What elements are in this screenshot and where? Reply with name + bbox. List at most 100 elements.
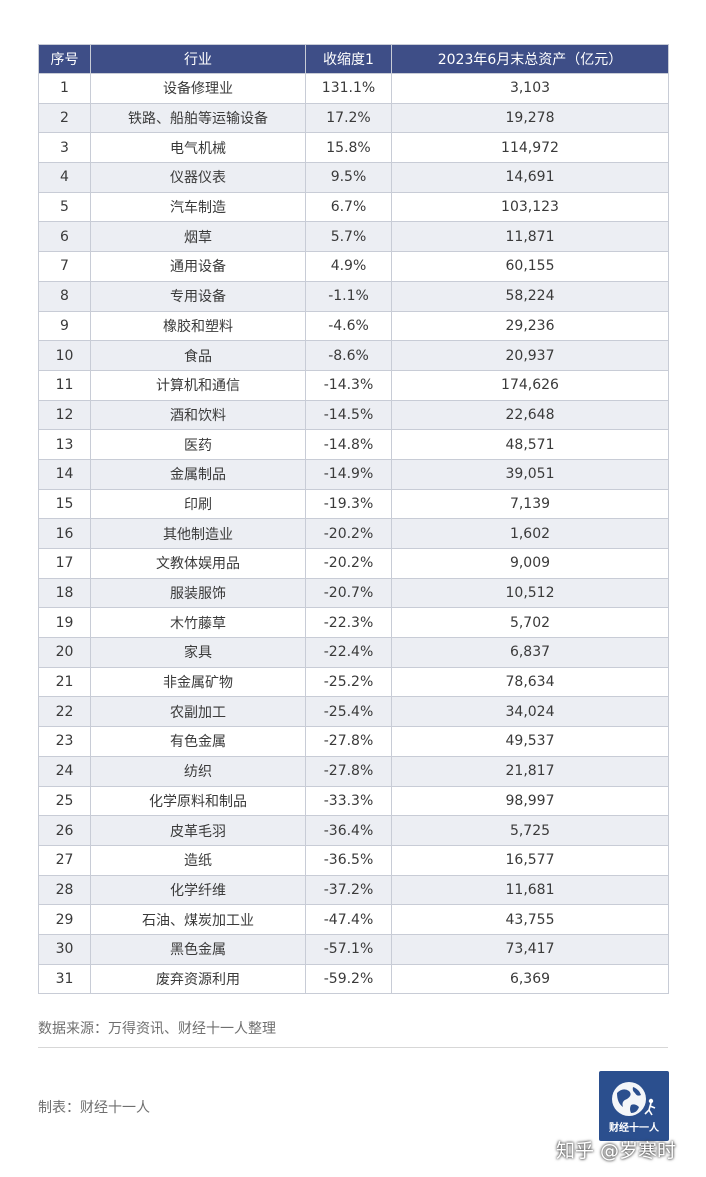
data-source-note: 数据来源：万得资讯、财经十一人整理 <box>38 1021 276 1037</box>
industry-name: 烟草 <box>90 221 306 253</box>
row-index: 29 <box>38 904 91 935</box>
industry-name: 石油、煤炭加工业 <box>90 904 306 935</box>
total-assets: 10,512 <box>391 577 669 609</box>
contraction-rate: -14.5% <box>305 399 392 431</box>
row-index: 6 <box>38 221 91 253</box>
row-index: 2 <box>38 102 91 134</box>
total-assets: 73,417 <box>391 933 669 965</box>
table-row: 28 化学纤维 -37.2% 11,681 <box>38 874 669 906</box>
row-index: 26 <box>38 815 91 846</box>
row-index: 5 <box>38 191 91 223</box>
contraction-rate: -27.8% <box>305 726 392 757</box>
row-index: 20 <box>38 637 91 668</box>
row-index: 10 <box>38 340 91 371</box>
total-assets: 22,648 <box>391 399 669 431</box>
row-index: 19 <box>38 607 91 639</box>
industry-table: 序号 行业 收缩度1 2023年6月末总资产（亿元） 1 设备修理业 131.1% 3… <box>38 44 669 995</box>
industry-name: 造纸 <box>90 844 306 876</box>
total-assets: 98,997 <box>391 785 669 817</box>
industry-name: 皮革毛羽 <box>90 815 306 846</box>
total-assets: 5,702 <box>391 607 669 639</box>
contraction-rate: -1.1% <box>305 280 392 312</box>
industry-name: 汽车制造 <box>90 191 306 223</box>
table-row: 17 文教体娱用品 -20.2% 9,009 <box>38 548 669 579</box>
industry-name: 有色金属 <box>90 726 306 757</box>
total-assets: 114,972 <box>391 132 669 164</box>
table-row: 30 黑色金属 -57.1% 73,417 <box>38 933 669 965</box>
contraction-rate: -4.6% <box>305 310 392 342</box>
total-assets: 39,051 <box>391 458 669 490</box>
contraction-rate: -20.2% <box>305 518 392 549</box>
industry-name: 铁路、船舶等运输设备 <box>90 102 306 134</box>
contraction-rate: -57.1% <box>305 933 392 965</box>
table-row: 25 化学原料和制品 -33.3% 98,997 <box>38 785 669 817</box>
globe-runner-icon <box>612 1082 656 1116</box>
industry-name: 仪器仪表 <box>90 162 306 193</box>
industry-name: 其他制造业 <box>90 518 306 549</box>
contraction-rate: 15.8% <box>305 132 392 164</box>
contraction-rate: -47.4% <box>305 904 392 935</box>
contraction-rate: 4.9% <box>305 251 392 282</box>
brand-logo: 财经十一人 <box>599 1071 669 1141</box>
table-row: 20 家具 -22.4% 6,837 <box>38 637 669 668</box>
table-row: 21 非金属矿物 -25.2% 78,634 <box>38 666 669 698</box>
table-row: 18 服装服饰 -20.7% 10,512 <box>38 577 669 609</box>
divider <box>38 1047 668 1048</box>
table-row: 19 木竹藤草 -22.3% 5,702 <box>38 607 669 639</box>
row-index: 8 <box>38 280 91 312</box>
total-assets: 16,577 <box>391 844 669 876</box>
row-index: 24 <box>38 755 91 787</box>
table-maker-note: 制表：财经十一人 <box>38 1100 150 1116</box>
table-row: 12 酒和饮料 -14.5% 22,648 <box>38 399 669 431</box>
contraction-rate: 6.7% <box>305 191 392 223</box>
table-row: 15 印刷 -19.3% 7,139 <box>38 488 669 520</box>
contraction-rate: -25.4% <box>305 696 392 728</box>
contraction-rate: -36.4% <box>305 815 392 846</box>
contraction-rate: 5.7% <box>305 221 392 253</box>
table-row: 5 汽车制造 6.7% 103,123 <box>38 191 669 223</box>
header-contraction: 收缩度1 <box>305 44 392 74</box>
table-row: 13 医药 -14.8% 48,571 <box>38 429 669 460</box>
row-index: 21 <box>38 666 91 698</box>
row-index: 18 <box>38 577 91 609</box>
row-index: 22 <box>38 696 91 728</box>
row-index: 7 <box>38 251 91 282</box>
table-row: 27 造纸 -36.5% 16,577 <box>38 844 669 876</box>
industry-name: 农副加工 <box>90 696 306 728</box>
industry-name: 食品 <box>90 340 306 371</box>
table-header-row: 序号 行业 收缩度1 2023年6月末总资产（亿元） <box>38 44 669 74</box>
row-index: 12 <box>38 399 91 431</box>
industry-name: 服装服饰 <box>90 577 306 609</box>
row-index: 4 <box>38 162 91 193</box>
total-assets: 48,571 <box>391 429 669 460</box>
row-index: 27 <box>38 844 91 876</box>
contraction-rate: -14.8% <box>305 429 392 460</box>
industry-name: 通用设备 <box>90 251 306 282</box>
table-row: 6 烟草 5.7% 11,871 <box>38 221 669 253</box>
row-index: 14 <box>38 458 91 490</box>
industry-name: 橡胶和塑料 <box>90 310 306 342</box>
table-row: 2 铁路、船舶等运输设备 17.2% 19,278 <box>38 102 669 134</box>
industry-name: 电气机械 <box>90 132 306 164</box>
contraction-rate: -22.4% <box>305 637 392 668</box>
row-index: 15 <box>38 488 91 520</box>
table-row: 4 仪器仪表 9.5% 14,691 <box>38 162 669 193</box>
industry-name: 酒和饮料 <box>90 399 306 431</box>
total-assets: 58,224 <box>391 280 669 312</box>
contraction-rate: 17.2% <box>305 102 392 134</box>
table-row: 14 金属制品 -14.9% 39,051 <box>38 458 669 490</box>
row-index: 30 <box>38 933 91 965</box>
contraction-rate: -8.6% <box>305 340 392 371</box>
watermark: 知乎 @岁寒时 <box>556 1140 677 1162</box>
row-index: 3 <box>38 132 91 164</box>
table-row: 9 橡胶和塑料 -4.6% 29,236 <box>38 310 669 342</box>
contraction-rate: -19.3% <box>305 488 392 520</box>
industry-name: 化学原料和制品 <box>90 785 306 817</box>
contraction-rate: 9.5% <box>305 162 392 193</box>
contraction-rate: -36.5% <box>305 844 392 876</box>
industry-name: 化学纤维 <box>90 874 306 906</box>
industry-name: 家具 <box>90 637 306 668</box>
industry-name: 计算机和通信 <box>90 369 306 401</box>
data-table-container: 序号 行业 收缩度1 2023年6月末总资产（亿元） 1 设备修理业 131.1% 3… <box>38 44 669 995</box>
row-index: 31 <box>38 963 91 995</box>
